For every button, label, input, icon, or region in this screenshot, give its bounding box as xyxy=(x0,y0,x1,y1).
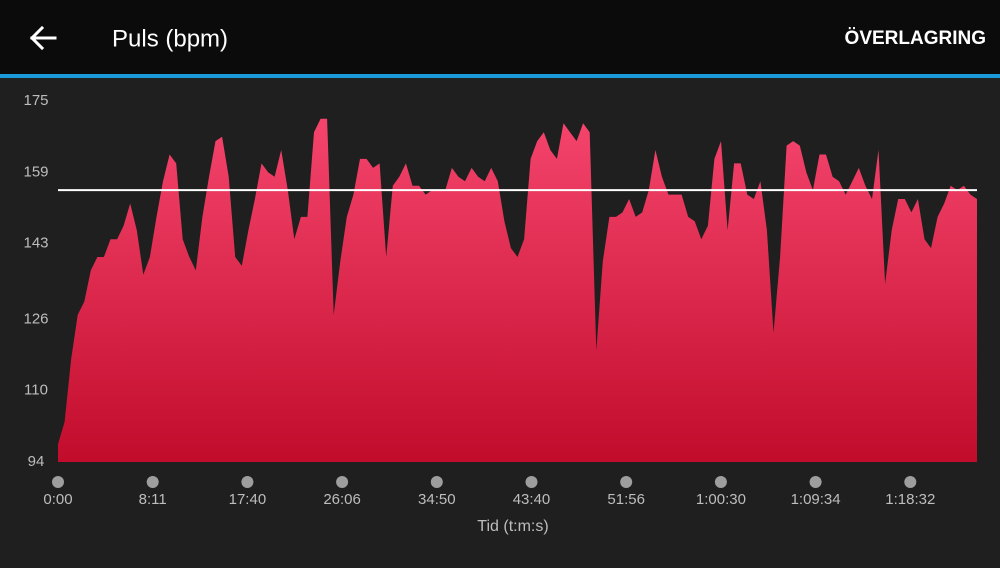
x-tick-label: 43:40 xyxy=(513,491,551,508)
y-tick-label: 143 xyxy=(23,235,48,252)
x-tick-dot xyxy=(620,476,633,488)
x-tick-dot xyxy=(809,476,822,488)
x-tick-dot xyxy=(146,476,159,488)
back-button[interactable] xyxy=(29,25,57,51)
heart-rate-area xyxy=(58,118,977,463)
y-tick-label: 110 xyxy=(24,382,48,399)
x-tick-dot xyxy=(525,476,538,488)
x-tick-dot xyxy=(430,476,443,488)
x-tick-dot xyxy=(904,476,917,488)
overlay-button[interactable]: ÖVERLAGRING xyxy=(845,28,986,49)
x-tick-dot xyxy=(241,476,254,488)
x-axis-label: Tid (t:m:s) xyxy=(477,518,548,535)
x-tick-label: 0:00 xyxy=(43,491,72,508)
x-tick-label: 51:56 xyxy=(607,491,645,508)
x-tick-label: 1:00:30 xyxy=(696,491,746,508)
y-tick-label: 94 xyxy=(28,453,45,470)
x-tick-dot xyxy=(714,476,727,488)
x-tick-dot xyxy=(52,476,64,488)
y-tick-label: 175 xyxy=(23,92,48,109)
x-tick-label: 1:09:34 xyxy=(791,491,841,508)
x-tick-label: 1:18:32 xyxy=(885,491,935,508)
x-tick-label: 17:40 xyxy=(229,491,267,508)
x-tick-label: 8:11 xyxy=(139,491,167,508)
app-bar-accent xyxy=(0,74,1000,78)
x-tick-label: 34:50 xyxy=(418,491,456,508)
screen-title: Puls (bpm) xyxy=(112,25,228,52)
x-tick-dot xyxy=(336,476,349,488)
y-tick-label: 159 xyxy=(23,163,48,180)
x-tick-label: 26:06 xyxy=(323,491,361,508)
y-tick-label: 126 xyxy=(23,310,48,327)
app-bar xyxy=(0,0,1000,75)
